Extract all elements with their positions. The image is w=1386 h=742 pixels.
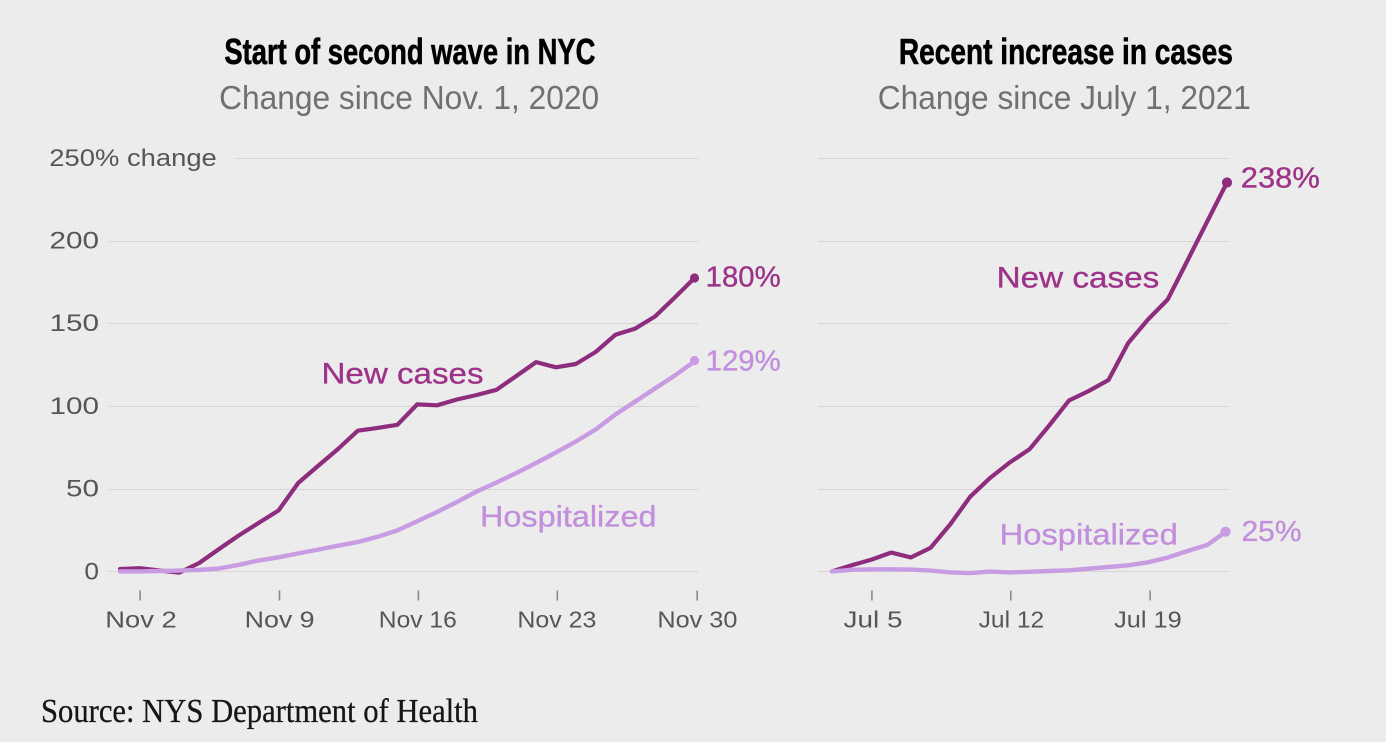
svg-text:Change since July 1, 2021: Change since July 1, 2021 (878, 79, 1251, 116)
svg-text:Nov 16: Nov 16 (379, 606, 457, 632)
svg-text:Change since Nov. 1, 2020: Change since Nov. 1, 2020 (219, 79, 599, 116)
svg-text:180%: 180% (706, 261, 781, 293)
svg-text:Jul 5: Jul 5 (844, 606, 903, 632)
svg-text:Nov 23: Nov 23 (517, 606, 596, 632)
svg-text:25%: 25% (1242, 516, 1302, 548)
svg-text:238%: 238% (1241, 163, 1320, 195)
svg-text:Recent increase in cases: Recent increase in cases (899, 31, 1233, 72)
svg-text:Hospitalized: Hospitalized (480, 501, 657, 534)
svg-text:Jul 19: Jul 19 (1114, 606, 1182, 632)
svg-text:New cases: New cases (322, 357, 484, 390)
svg-text:Jul 12: Jul 12 (979, 606, 1045, 632)
svg-text:Hospitalized: Hospitalized (1000, 519, 1178, 552)
svg-text:Nov 9: Nov 9 (245, 606, 315, 632)
svg-text:New cases: New cases (997, 261, 1160, 294)
svg-text:Source: NYS Department of Heal: Source: NYS Department of Health (41, 693, 478, 730)
svg-text:200: 200 (50, 228, 100, 255)
svg-text:Nov 30: Nov 30 (657, 606, 737, 632)
svg-text:100: 100 (50, 393, 100, 420)
svg-text:0: 0 (84, 558, 99, 585)
svg-text:Nov 2: Nov 2 (105, 606, 177, 632)
svg-text:50: 50 (66, 476, 99, 503)
svg-text:129%: 129% (706, 345, 781, 377)
svg-text:150: 150 (50, 310, 100, 337)
svg-text:Start of second wave in NYC: Start of second wave in NYC (224, 31, 595, 72)
svg-text:250% change: 250% change (49, 145, 217, 172)
